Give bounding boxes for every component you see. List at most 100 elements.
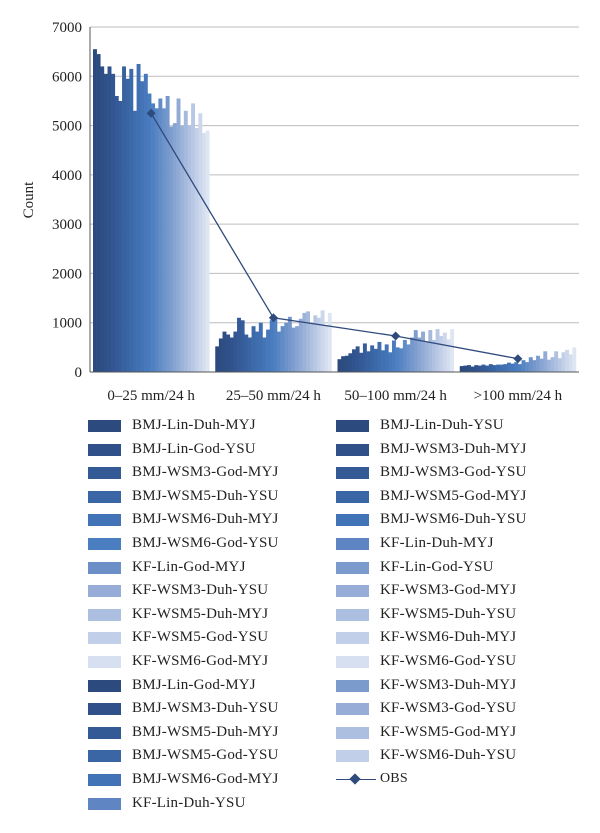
obs-marker [513,354,523,364]
legend-label: BMJ-WSM6-God-YSU [132,535,279,551]
legend-item: BMJ-Lin-Duh-MYJ [88,414,328,438]
bar [470,366,475,372]
bar [111,73,116,373]
bar [517,364,522,372]
bar [536,355,540,372]
y-tick-label: 5000 [52,119,82,135]
x-tick-labels: 0–25 mm/24 h 25–50 mm/24 h 50–100 mm/24 h >… [107,388,562,404]
bar [191,103,196,373]
bar [521,360,526,372]
bar [496,364,501,372]
legend-label: KF-Lin-God-YSU [380,558,494,575]
legend-item: BMJ-WSM3-God-MYJ [88,461,328,485]
legend-label: KF-Lin-Duh-MYJ [380,535,494,551]
legend-swatch [88,774,121,786]
bar [140,81,145,372]
bar [428,330,433,372]
legend-item: KF-WSM5-God-YSU [88,626,328,650]
bar [485,365,490,372]
bar [402,339,407,372]
bar [291,327,296,372]
bar [218,338,223,372]
bar [284,322,289,372]
bar [424,342,429,372]
x-tick-label: >100 mm/24 h [474,388,563,404]
legend-item: KF-WSM6-God-YSU [336,650,576,674]
bar [309,322,314,372]
bar [240,320,245,372]
legend-label: KF-WSM3-God-YSU [380,700,517,717]
legend-item: KF-WSM5-Duh-YSU [336,603,576,627]
legend-item: BMJ-WSM6-God-YSU [88,532,328,556]
bar [413,330,418,372]
bar [165,96,170,372]
legend-label: KF-WSM5-God-MYJ [380,723,517,740]
legend-item: BMJ-WSM6-God-MYJ [88,768,328,792]
legend-obs-diamond-icon [349,773,361,785]
bar [107,66,112,372]
legend-swatch [88,467,121,480]
bar [247,337,252,372]
bar [474,365,479,372]
legend-label: BMJ-WSM3-Duh-MYJ [380,440,527,457]
legend-label: BMJ-Lin-God-MYJ [132,676,256,693]
bar [158,98,163,372]
legend-swatch [336,608,369,621]
legend-label: KF-WSM3-Duh-YSU [132,582,269,599]
bar [194,128,199,372]
legend-label: BMJ-WSM5-God-YSU [132,747,279,764]
bar [359,352,364,372]
legend-swatch [336,490,369,503]
obs-series [146,108,523,364]
legend-label: BMJ-WSM5-Duh-MYJ [132,723,279,740]
bar [176,98,181,372]
bar [129,68,134,373]
legend-item: KF-WSM3-God-YSU [336,697,576,721]
obs-line [150,112,518,360]
bar [143,73,148,373]
legend-label: BMJ-WSM6-Duh-YSU [380,511,527,528]
bar [136,63,141,372]
y-tick-label: 4000 [52,168,82,184]
bar [348,353,353,372]
legend-label: BMJ-WSM5-Duh-YSU [132,487,279,504]
legend-label: BMJ-Lin-Duh-MYJ [132,417,256,433]
bar [341,356,346,372]
bar [125,78,130,372]
legend-swatch [336,656,369,668]
bar [233,331,238,372]
bar [229,337,234,372]
bar [543,351,548,372]
legend-swatch [336,585,369,598]
legend-item: KF-WSM6-Duh-MYJ [336,626,576,650]
bar [435,329,440,372]
bar [399,348,404,372]
bar [377,341,382,372]
legend-item: KF-WSM6-Duh-YSU [336,744,576,768]
legend-item: BMJ-WSM5-Duh-YSU [88,485,328,509]
bar [266,329,271,372]
legend-label: KF-WSM6-Duh-YSU [380,747,517,764]
bar [565,349,570,372]
bar [306,311,311,372]
bar [528,357,533,372]
legend-item: KF-WSM6-God-MYJ [88,650,328,674]
bar [244,334,249,372]
legend-item: BMJ-Lin-God-MYJ [88,674,328,698]
legend-label: BMJ-WSM3-God-YSU [380,464,527,481]
bar [96,54,101,372]
bar [370,345,375,372]
obs-marker [268,313,278,323]
bar [147,93,152,373]
bar [198,113,203,372]
bar [477,365,482,372]
bar [337,359,342,372]
bar [273,316,278,372]
bar [391,340,396,372]
legend-swatch [88,797,121,810]
legend-item: BMJ-WSM3-God-YSU [336,461,576,485]
legend-item: KF-WSM5-God-MYJ [336,721,576,745]
bar [201,132,206,372]
bar [287,316,292,372]
x-tick-label: 50–100 mm/24 h [344,388,447,404]
